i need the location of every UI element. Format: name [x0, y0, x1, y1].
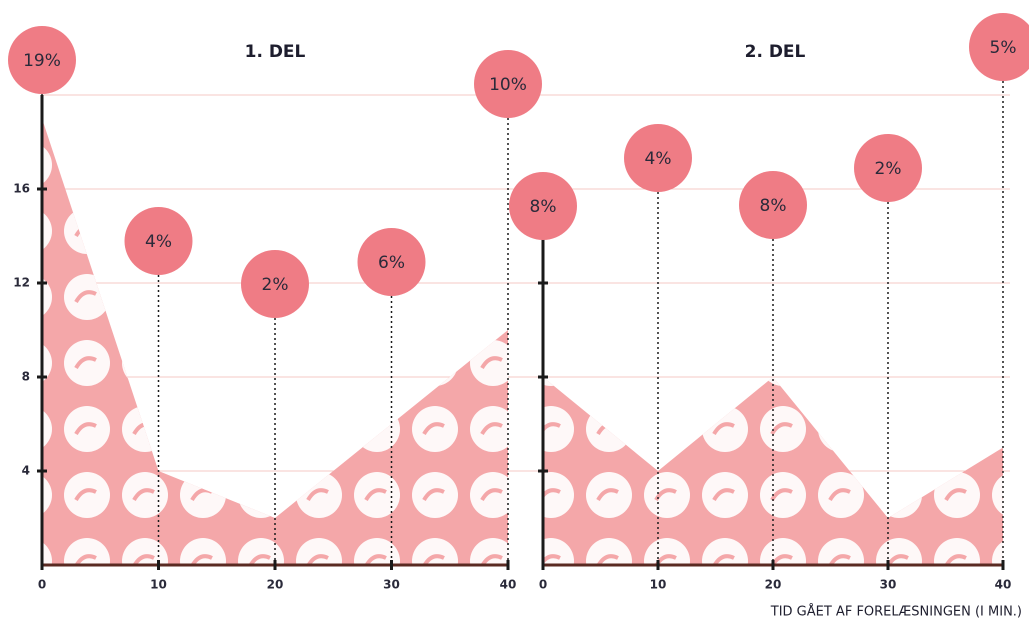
value-label: 8% — [530, 197, 557, 217]
value-label: 19% — [23, 51, 61, 71]
panel-title: 2. DEL — [745, 42, 806, 62]
y-tick-label: 16 — [13, 182, 30, 196]
x-tick-label: 20 — [765, 578, 782, 592]
value-label: 2% — [875, 159, 902, 179]
x-tick-label: 30 — [383, 578, 400, 592]
x-tick-label: 0 — [539, 578, 547, 592]
y-tick-label: 4 — [22, 464, 30, 478]
y-tick-label: 8 — [22, 370, 30, 384]
x-tick-label: 30 — [880, 578, 897, 592]
x-tick-label: 10 — [150, 578, 167, 592]
x-tick-label: 40 — [995, 578, 1012, 592]
value-label: 6% — [378, 253, 405, 273]
value-label: 2% — [262, 275, 289, 295]
value-label: 8% — [760, 196, 787, 216]
y-tick-label: 12 — [13, 276, 30, 290]
panel-title: 1. DEL — [245, 42, 306, 62]
value-label: 4% — [645, 149, 672, 169]
x-tick-label: 20 — [267, 578, 284, 592]
x-tick-label: 40 — [500, 578, 517, 592]
x-tick-label: 10 — [650, 578, 667, 592]
value-label: 4% — [145, 232, 172, 252]
value-label: 5% — [990, 38, 1017, 58]
value-label: 10% — [489, 75, 527, 95]
chart: 4 8 12 16 0 10 20 30 40 1. DEL 19% 4% 2% 6% 10% 0 10 20 30… — [0, 0, 1029, 625]
x-axis-label: TID GÅET AF FORELÆSNINGEN (I MIN.) — [770, 604, 1022, 620]
x-tick-label: 0 — [38, 578, 46, 592]
